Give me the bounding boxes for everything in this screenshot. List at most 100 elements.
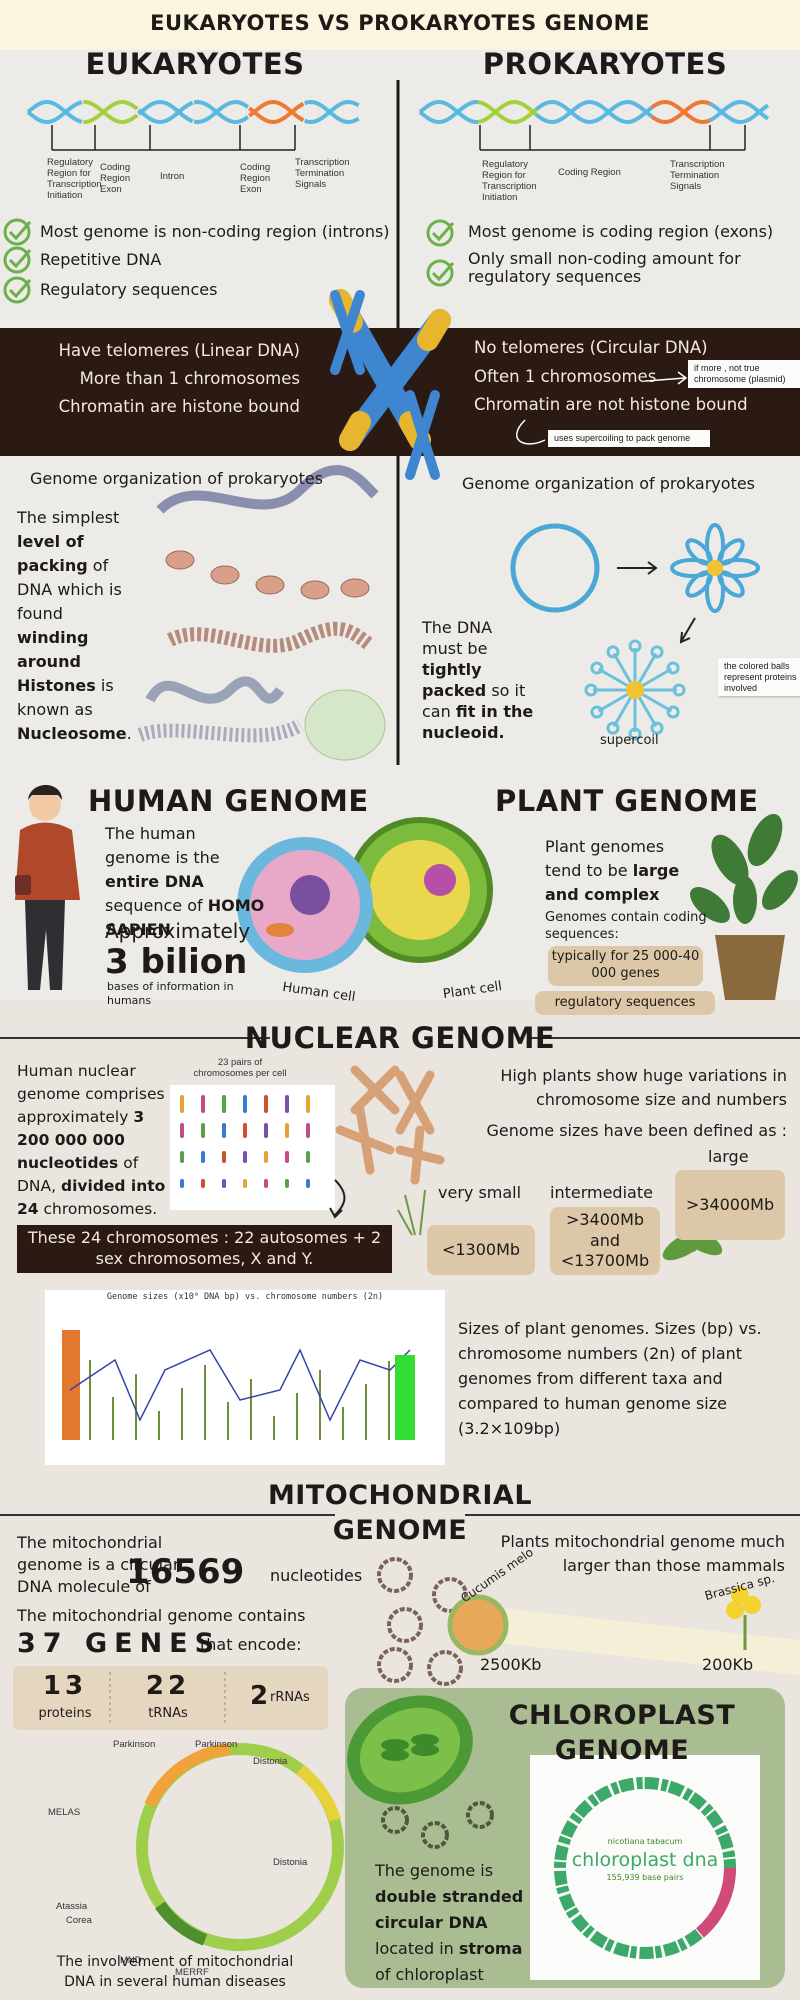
trait: Have telomeres (Linear DNA)	[58, 341, 300, 360]
karyotype	[180, 1095, 310, 1188]
disease-label: Atassia	[56, 1901, 88, 1912]
figure-title: Genome sizes (x10⁹ DNA bp) vs. chromosom…	[106, 1292, 384, 1302]
size-label: 2500Kb	[480, 1655, 542, 1674]
chloroplast-map	[530, 1755, 760, 1980]
chromosome	[180, 1095, 184, 1113]
light-beam	[470, 1605, 800, 1675]
text-run: sequence of	[105, 896, 208, 915]
map-label: 155,939 base pairs	[606, 1873, 684, 1882]
note: if more , not true chromosome (plasmid)	[688, 360, 800, 388]
disease-label: MELAS	[48, 1807, 81, 1818]
note: the colored balls represent proteins inv…	[718, 658, 800, 697]
chromosome	[285, 1095, 289, 1113]
chromosome	[264, 1095, 268, 1113]
amount: 37 GENES	[17, 1628, 222, 1659]
dna-ruler	[51, 125, 746, 151]
size-class: intermediate	[550, 1183, 653, 1202]
chromosome	[264, 1179, 268, 1188]
bold-text: HOMO SAPIEN	[105, 896, 265, 939]
helix-strand	[304, 99, 360, 125]
chloroplast-art	[347, 1695, 473, 1805]
helix-strand	[593, 100, 654, 125]
chromosome	[180, 1179, 184, 1188]
text-run: The DNA must be	[422, 618, 493, 658]
bold-text: entire DNA	[105, 872, 204, 891]
bold-text: divided into 24	[17, 1177, 166, 1218]
figure-illustration	[62, 1330, 415, 1440]
chromosome	[243, 1095, 247, 1113]
chromosome	[222, 1095, 226, 1113]
chromosome	[264, 1123, 268, 1138]
subheading: Genome organization of prokaryotes	[30, 469, 324, 488]
bold-text: double stranded circular DNA	[375, 1887, 524, 1932]
section-heading: PLANT GENOME	[495, 784, 759, 818]
trait: More than 1 chromosomes	[79, 369, 300, 388]
chromosome	[264, 1151, 268, 1163]
helix-strand	[137, 99, 194, 124]
spoke-loop	[650, 721, 664, 735]
helix-strand	[248, 102, 305, 125]
helix-strand	[418, 100, 479, 125]
helix-strand	[477, 99, 538, 124]
section-heading: MITOCHONDRIAL	[267, 1480, 533, 1511]
text-run: .	[126, 724, 132, 743]
label: tRNAs	[148, 1706, 188, 1721]
paragraph: Sizes of plant genomes. Sizes (bp) vs. c…	[458, 1319, 762, 1438]
bold-text: winding around Histones	[17, 628, 96, 695]
paragraph: The mitochondrial genome is a circular D…	[17, 1533, 180, 1596]
feature: Repetitive DNA	[40, 250, 162, 269]
label: Approximately	[105, 919, 251, 943]
size-class: large	[708, 1147, 749, 1166]
trait: No telomeres (Circular DNA)	[474, 338, 708, 357]
helix-strand	[650, 100, 711, 125]
dna-label: Regulatory Region for Transcription Init…	[482, 159, 537, 203]
feature: Only small non-coding amount for regulat…	[468, 249, 741, 286]
bold-text: stroma	[458, 1939, 523, 1958]
label: that encode:	[200, 1635, 302, 1654]
title-bar	[0, 0, 800, 50]
disease-ring	[136, 1743, 344, 1951]
disease-label: MND	[120, 1955, 142, 1966]
note: uses supercoiling to pack genome	[548, 430, 710, 447]
feature: Most genome is coding region (exons)	[468, 222, 774, 241]
figure-frame	[45, 1290, 445, 1465]
cell-art	[237, 817, 493, 973]
caption: 23 pairs of chromosomes per cell	[193, 1057, 287, 1079]
person-art	[15, 785, 80, 990]
spoke-loop	[590, 661, 604, 675]
arrow	[329, 1179, 346, 1219]
paragraph: The simplest level of packing of DNA whi…	[17, 506, 132, 746]
text-run: of chloroplast	[375, 1965, 484, 1984]
chromosome	[222, 1151, 226, 1163]
text-run: The simplest	[17, 508, 120, 527]
disease-label: MERRF	[175, 1967, 209, 1978]
chromosome	[222, 1179, 226, 1188]
map-label: nicotiana tabacum	[607, 1837, 683, 1846]
section-heading: EUKARYOTES	[85, 47, 305, 81]
helix-strand	[418, 99, 479, 124]
ring	[432, 1577, 468, 1613]
disease-label: Distonia	[273, 1857, 308, 1868]
text-run: so it can	[422, 681, 526, 721]
paragraph: The DNA must be tightly packed so it can…	[422, 617, 534, 743]
amount: 16569	[126, 1552, 245, 1592]
chromosome	[243, 1123, 247, 1138]
paragraph: High plants show huge variations in chro…	[500, 1066, 787, 1109]
label: supercoil	[600, 733, 659, 748]
chromosome	[201, 1151, 205, 1163]
chromosome	[306, 1095, 310, 1113]
disease-label: Parkinson	[113, 1739, 156, 1750]
spoke-loop	[606, 721, 620, 735]
caption: The involvement of mitochondrial DNA in …	[56, 1954, 294, 1990]
paragraph: Genome sizes have been defined as :	[486, 1121, 787, 1140]
chromosome	[285, 1151, 289, 1163]
karyotype-figure	[170, 1085, 335, 1210]
dna-label: Coding Region Exon	[240, 162, 271, 195]
chromosome	[201, 1123, 205, 1138]
paragraph: Plants mitochondrial genome much larger …	[500, 1532, 785, 1575]
figure-decor	[395, 1355, 415, 1440]
chromosome	[285, 1123, 289, 1138]
spoke-loop	[606, 645, 620, 659]
ring	[377, 1647, 413, 1683]
